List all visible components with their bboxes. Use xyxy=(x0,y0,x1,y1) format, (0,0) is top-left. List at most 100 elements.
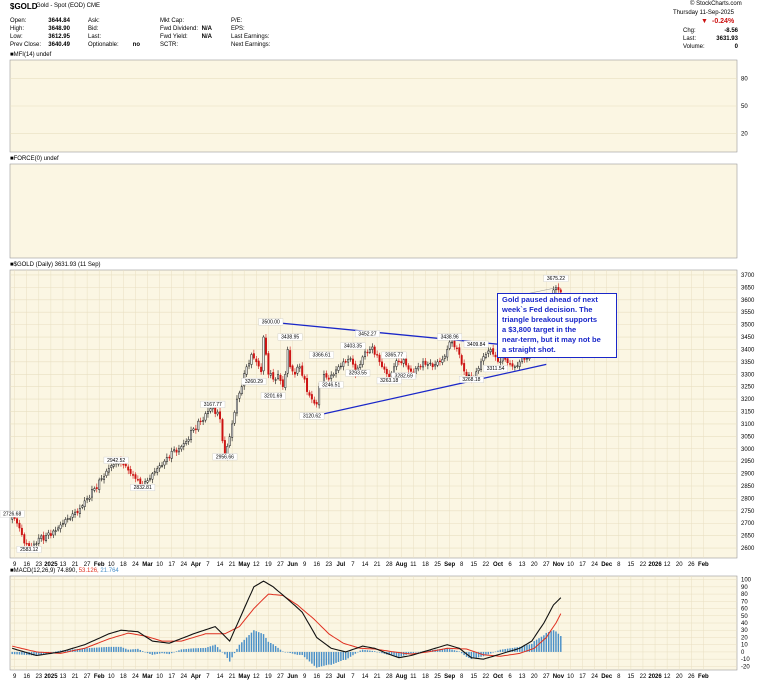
macd-x-label: 12 xyxy=(664,674,671,680)
candle-body xyxy=(293,371,296,375)
price-label-text: 3500.00 xyxy=(262,319,280,325)
price-tick-label: 3250 xyxy=(741,385,755,391)
candle-body xyxy=(124,463,127,467)
price-label-box xyxy=(212,453,238,461)
macd-x-label: 21 xyxy=(229,674,236,680)
macd-hist-bar xyxy=(127,649,129,652)
macd-hist-bar xyxy=(125,648,127,652)
price-x-label: 10 xyxy=(108,562,115,568)
price-label-text: 3365.77 xyxy=(385,353,403,359)
quote-label: Last: xyxy=(88,34,102,40)
candle-body xyxy=(525,358,528,360)
volume-label: Volume: xyxy=(683,44,705,50)
candle-body xyxy=(100,478,103,480)
candle-body xyxy=(308,392,311,396)
candle-body xyxy=(57,527,60,531)
macd-x-label: 24 xyxy=(591,674,598,680)
macd-hist-bar xyxy=(451,649,453,652)
price-x-label: 28 xyxy=(386,562,393,568)
price-x-label: 15 xyxy=(470,562,477,568)
price-x-label: 27 xyxy=(277,562,284,568)
candle-body xyxy=(383,366,386,370)
macd-x-label: 22 xyxy=(483,674,490,680)
macd-hist-bar xyxy=(357,651,359,653)
macd-hist-bar xyxy=(552,630,555,652)
candle-body xyxy=(376,354,379,356)
candle-body xyxy=(199,420,202,423)
price-label-text: 3201.69 xyxy=(264,393,282,399)
macd-hist-bar xyxy=(344,651,347,660)
macd-title: ■MACD(12,26,9) 74.890, 53.126, 21.764 xyxy=(10,568,119,575)
candle-body xyxy=(451,341,454,344)
candle-body xyxy=(272,372,275,380)
candle-body xyxy=(83,500,86,507)
candle-body xyxy=(393,366,396,374)
price-tick-label: 3650 xyxy=(741,285,755,291)
macd-hist-bar xyxy=(214,644,216,652)
macd-hist-bar xyxy=(93,647,96,652)
macd-hist-bar xyxy=(170,651,173,654)
candle-body xyxy=(25,543,28,545)
price-label-text: 3675.22 xyxy=(547,276,565,282)
macd-hist-bar xyxy=(373,651,376,652)
price-tick-label: 2650 xyxy=(741,534,755,540)
price-x-label: 21 xyxy=(229,562,236,568)
candle-body xyxy=(298,366,301,369)
candle-body xyxy=(327,377,330,380)
mfi-title: ■MFI(14) undef xyxy=(10,52,51,59)
quote-label: Ask: xyxy=(88,18,100,24)
price-label-box xyxy=(260,392,286,400)
candle-body xyxy=(146,480,149,483)
candle-body xyxy=(165,457,168,462)
price-tick-label: 3050 xyxy=(741,434,755,440)
macd-hist-bar xyxy=(282,651,284,653)
candle-body xyxy=(289,350,292,368)
candle-body xyxy=(64,519,67,525)
macd-hist-bar xyxy=(518,646,521,652)
price-x-label: 8 xyxy=(460,562,464,568)
macd-hist-bar xyxy=(470,651,473,659)
price-label-box xyxy=(258,318,284,326)
candle-body xyxy=(460,355,463,365)
macd-hist-bar xyxy=(547,632,550,652)
price-x-label: 7 xyxy=(351,562,355,568)
candle-body xyxy=(66,518,69,520)
candle-body xyxy=(499,361,502,363)
macd-hist-bar xyxy=(497,650,499,652)
candle-body xyxy=(453,340,456,348)
price-label-text: 2726.68 xyxy=(3,511,21,517)
price-x-label: 21 xyxy=(72,562,79,568)
macd-hist-bar xyxy=(117,646,120,652)
macd-hist-bar xyxy=(308,651,311,662)
price-x-label: 11 xyxy=(410,562,417,568)
quote-label: Next Earnings: xyxy=(231,42,271,48)
price-label-text: 3403.35 xyxy=(344,343,362,349)
macd-hist-bar xyxy=(482,651,485,657)
price-label-text: 3409.84 xyxy=(467,342,485,348)
price-label-text: 3452.27 xyxy=(358,331,376,337)
candle-body xyxy=(407,365,410,370)
macd-hist-bar xyxy=(460,651,463,654)
candle-body xyxy=(163,460,166,466)
macd-hist-bar xyxy=(76,648,79,652)
price-label: 2832.81 xyxy=(130,484,156,491)
macd-x-label: 26 xyxy=(688,674,695,680)
price-x-label: 23 xyxy=(35,562,42,568)
macd-hist-bar xyxy=(192,648,195,652)
price-label: 3268.18 xyxy=(459,376,484,383)
price-x-label: Feb xyxy=(698,562,709,568)
macd-x-label: 21 xyxy=(72,674,79,680)
price-label-box xyxy=(437,333,462,341)
macd-hist-bar xyxy=(21,651,23,655)
candle-body xyxy=(409,368,412,372)
candle-body xyxy=(438,360,441,363)
macd-hist-bar xyxy=(410,651,412,654)
macd-hist-bar xyxy=(352,651,354,656)
macd-hist-bar xyxy=(226,651,229,658)
macd-hist-bar xyxy=(407,651,410,655)
macd-hist-bar xyxy=(400,651,403,657)
price-tick-label: 2600 xyxy=(741,546,755,552)
macd-x-label: 21 xyxy=(374,674,381,680)
candle-body xyxy=(47,532,50,536)
quote-label: Last Earnings: xyxy=(231,34,270,40)
